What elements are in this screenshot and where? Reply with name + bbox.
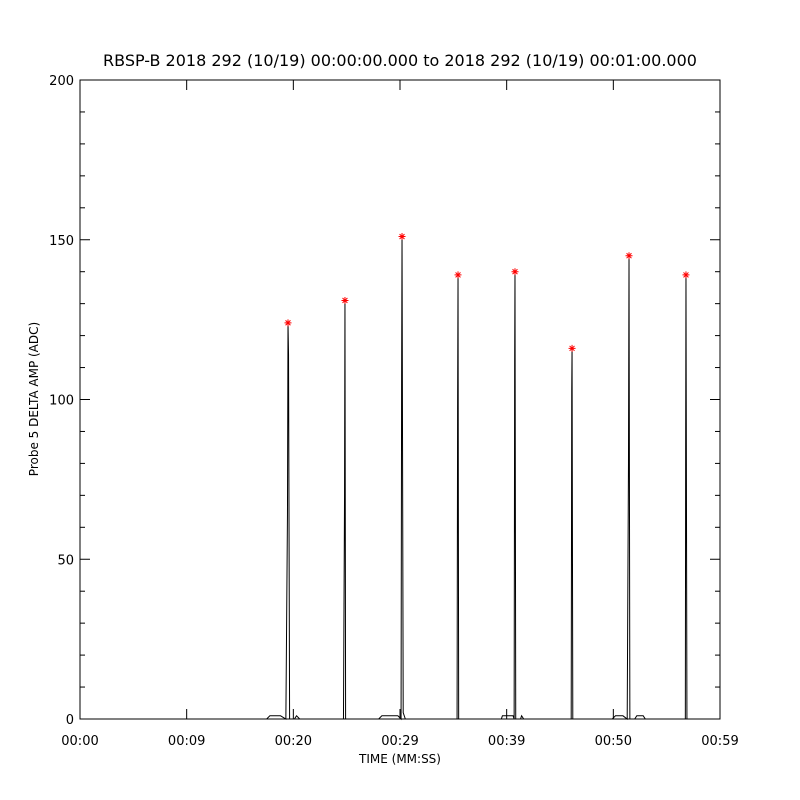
x-tick-label: 00:50 <box>595 734 632 749</box>
x-axis-label: TIME (MM:SS) <box>358 752 441 766</box>
peak-marker <box>454 271 462 279</box>
chart-title: RBSP-B 2018 292 (10/19) 00:00:00.000 to … <box>103 51 697 70</box>
y-tick-label: 200 <box>49 74 74 89</box>
peak-marker <box>284 319 292 327</box>
y-tick-label: 0 <box>66 713 74 728</box>
data-line <box>80 236 691 721</box>
x-tick-label: 00:00 <box>61 734 98 749</box>
y-tick-label: 50 <box>57 553 74 568</box>
x-tick-label: 00:20 <box>275 734 312 749</box>
y-axis-label: Probe 5 DELTA AMP (ADC) <box>27 322 41 476</box>
peak-marker <box>568 344 576 352</box>
peak-marker <box>398 233 406 241</box>
y-tick-label: 100 <box>49 394 74 409</box>
y-tick-label: 150 <box>49 234 74 249</box>
peak-marker <box>625 252 633 260</box>
peak-marker <box>511 268 519 276</box>
peak-marker <box>682 271 690 279</box>
x-tick-label: 00:29 <box>381 734 418 749</box>
peak-marker <box>341 296 349 304</box>
x-tick-label: 00:39 <box>488 734 525 749</box>
x-tick-label: 00:59 <box>701 734 738 749</box>
x-tick-label: 00:09 <box>168 734 205 749</box>
